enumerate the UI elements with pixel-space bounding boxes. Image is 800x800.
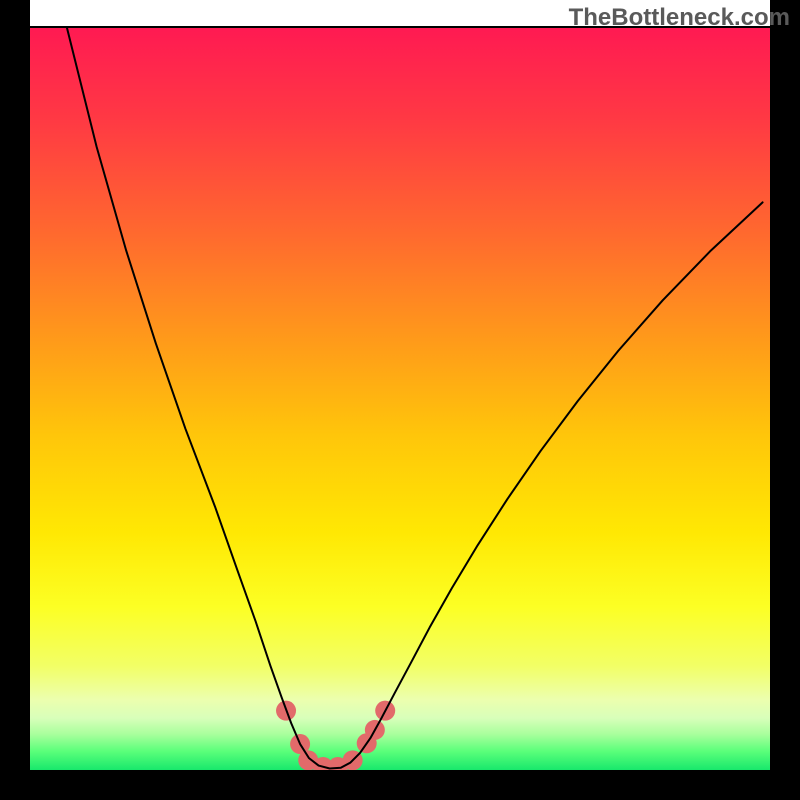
bottleneck-chart: TheBottleneck.com [0, 0, 800, 800]
watermark-text: TheBottleneck.com [569, 4, 790, 32]
plot-background [30, 28, 770, 770]
chart-canvas [0, 0, 800, 800]
